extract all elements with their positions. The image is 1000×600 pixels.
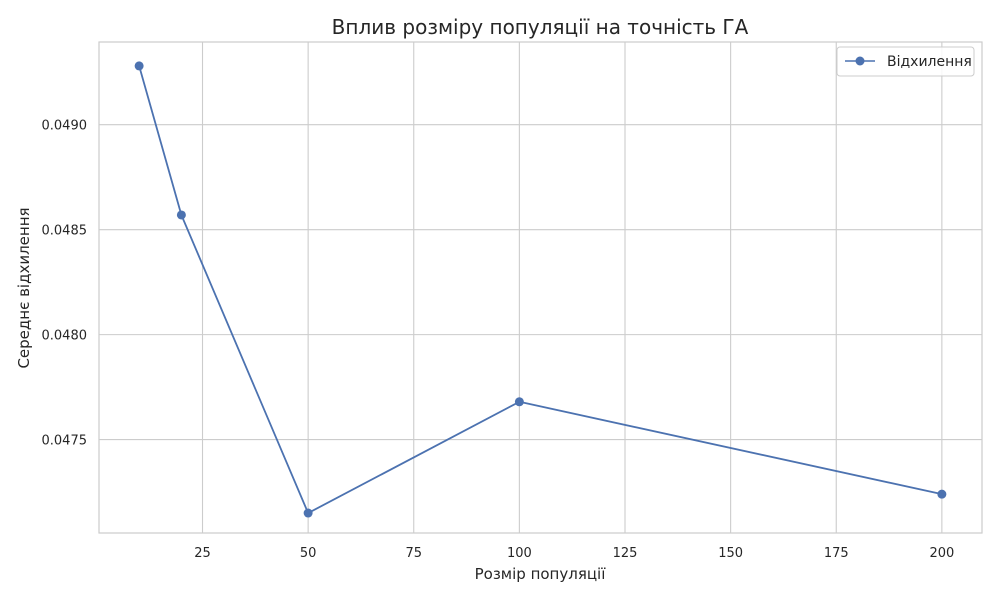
series-layer — [134, 61, 947, 518]
y-tick-label: 0.0475 — [42, 434, 88, 449]
data-point — [937, 489, 947, 499]
grid — [99, 42, 982, 533]
x-tick-label: 125 — [613, 546, 638, 561]
legend-box — [836, 46, 975, 77]
x-tick-label: 50 — [300, 546, 317, 561]
x-axis-ticks: 25 50 75 100 125 150 175 200 — [194, 546, 954, 561]
x-tick-label: 150 — [718, 546, 743, 561]
plot-frame — [98, 41, 983, 534]
data-point — [176, 210, 186, 220]
legend: Відхилення — [836, 46, 975, 77]
x-tick-label: 100 — [507, 546, 532, 561]
x-tick-label: 200 — [929, 546, 954, 561]
y-axis-ticks: 0.0475 0.0480 0.0485 0.0490 — [42, 119, 88, 449]
data-point — [134, 61, 144, 71]
y-tick-label: 0.0485 — [42, 224, 88, 239]
x-axis-label: Розмір популяції — [475, 565, 607, 583]
x-tick-label: 75 — [405, 546, 422, 561]
data-point — [514, 397, 524, 407]
y-tick-label: 0.0480 — [42, 329, 88, 344]
x-tick-label: 175 — [824, 546, 849, 561]
y-axis-label: Середнє відхилення — [15, 207, 33, 368]
x-tick-label: 25 — [194, 546, 211, 561]
legend-label: Відхилення — [887, 54, 972, 70]
legend-marker — [855, 56, 865, 66]
data-point — [303, 508, 313, 518]
y-tick-label: 0.0490 — [42, 119, 88, 134]
chart-title: Вплив розміру популяції на точність ГА — [332, 15, 749, 39]
